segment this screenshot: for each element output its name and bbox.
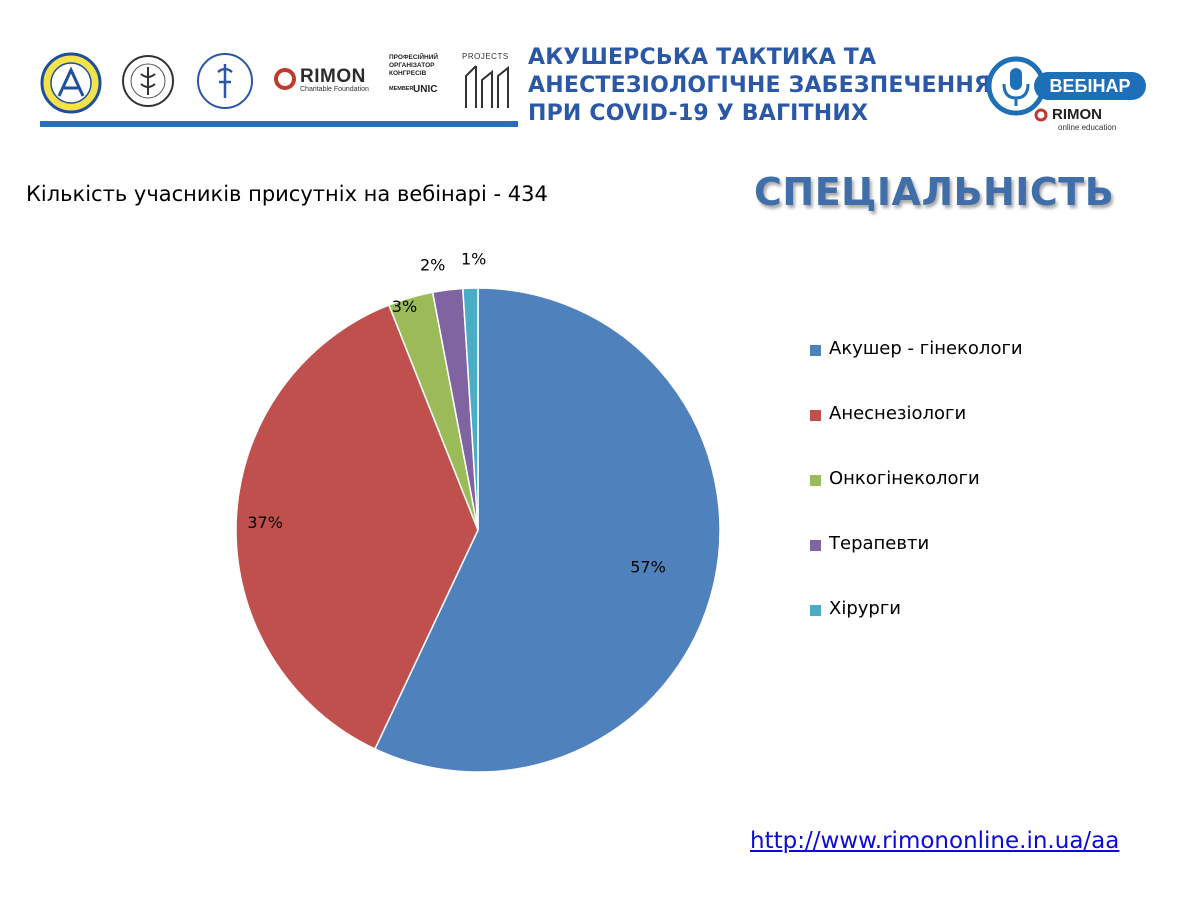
legend-label-obgyn: Акушер - гінекологи	[829, 338, 1023, 359]
association-emblem-icon	[40, 52, 102, 114]
rimon-small-mark-icon	[1034, 108, 1048, 122]
legend-swatch-therapists	[810, 540, 821, 551]
participants-count-text: Кількість учасників присутніх на вебінар…	[26, 182, 548, 206]
legend-label-anesthesiologists: Анеснезіологи	[829, 403, 967, 424]
header-divider	[40, 121, 518, 127]
footer-website-link[interactable]: http://www.rimononline.in.ua/aa	[750, 828, 1120, 854]
congress-organizer-logo: ПРОФЕСІЙНИЙ ОРГАНІЗАТОР КОНГРЕСІВ MEMBER…	[389, 54, 459, 112]
pie-slice-anesthesiologists	[235, 304, 479, 750]
pie-label-obgyn: 57%	[630, 558, 666, 577]
organizer-unic: UNIC	[413, 84, 438, 95]
legend-swatch-anesthesiologists	[810, 410, 821, 421]
webinar-title: АКУШЕРСЬКА ТАКТИКА ТА АНЕСТЕЗІОЛОГІЧНЕ З…	[528, 44, 992, 128]
webinar-brand: RIMON	[1052, 106, 1102, 123]
pie-slice-surgeons	[462, 287, 479, 531]
pie-label-oncogynecologists: 3%	[392, 297, 417, 316]
webinar-badge: ВЕБІНАР	[1034, 72, 1146, 100]
legend-label-therapists: Терапевти	[829, 533, 930, 554]
webinar-sub: online education	[1058, 123, 1117, 132]
association-logo	[40, 52, 102, 114]
pie-svg: 57% 37% 3% 2% 1%	[235, 249, 721, 773]
organizer-line-1: ПРОФЕСІЙНИЙ	[389, 54, 439, 61]
figure-seal-icon	[197, 53, 253, 109]
medical-university-logo	[121, 54, 175, 108]
projects-mark-icon	[465, 65, 509, 108]
pie-label-surgeons: 1%	[461, 250, 486, 268]
pie-slice-obgyn	[373, 287, 721, 773]
projects-logo: PROJECTS	[462, 52, 514, 112]
caduceus-seal-icon	[122, 55, 174, 107]
legend-label-oncogynecologists: Онкогінекологи	[829, 468, 980, 489]
section-title: СПЕЦІАЛЬНІСТЬ	[754, 170, 1115, 214]
pie-label-anesthesiologists: 37%	[247, 513, 283, 532]
slide-header: RIMON Charitable Foundation ПРОФЕСІЙНИЙ …	[0, 0, 1200, 140]
institute-logo	[196, 52, 254, 110]
webinar-title-line-3: ПРИ COVID-19 У ВАГІТНИХ	[528, 101, 869, 126]
rimon-logo-word: RIMON	[300, 66, 366, 87]
rimon-logo-sub: Charitable Foundation	[300, 86, 369, 93]
webinar-title-line-2: АНЕСТЕЗІОЛОГІЧНЕ ЗАБЕЗПЕЧЕННЯ	[528, 73, 992, 98]
rimon-foundation-logo: RIMON Charitable Foundation	[272, 64, 372, 98]
organizer-line-2: ОРГАНІЗАТОР	[389, 62, 435, 69]
legend-label-surgeons: Хірурги	[829, 598, 901, 619]
legend-swatch-surgeons	[810, 605, 821, 616]
webinar-title-line-1: АКУШЕРСЬКА ТАКТИКА ТА	[528, 45, 877, 70]
organizer-member: MEMBER	[389, 86, 414, 92]
legend-swatch-oncogynecologists	[810, 475, 821, 486]
legend-swatch-obgyn	[810, 345, 821, 356]
pie-label-therapists: 2%	[420, 255, 445, 274]
projects-logo-text: PROJECTS	[462, 52, 509, 61]
webinar-logo: ВЕБІНАР RIMON online education	[986, 56, 1148, 136]
organizer-line-3: КОНГРЕСІВ	[389, 70, 427, 77]
speciality-pie-chart: 57% 37% 3% 2% 1%	[200, 249, 760, 810]
rimon-mark-icon	[274, 68, 296, 90]
